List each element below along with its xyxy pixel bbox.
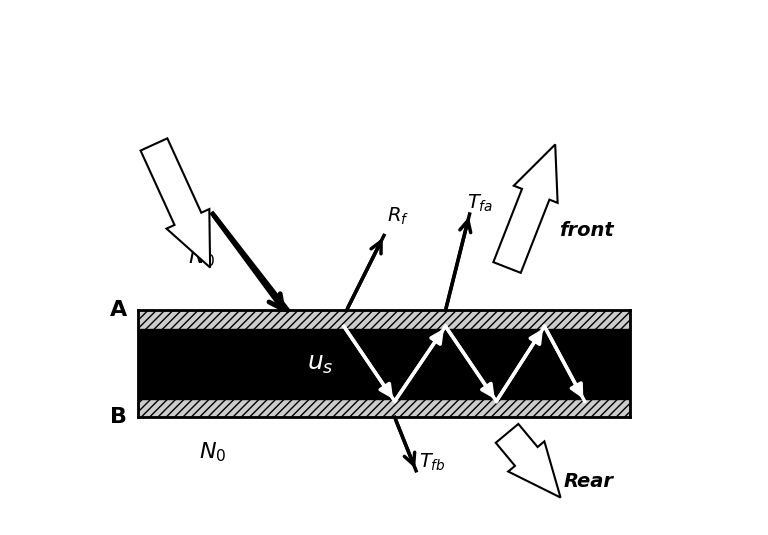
Polygon shape [141,139,210,268]
Text: $R_f$: $R_f$ [386,206,409,227]
Polygon shape [496,424,561,498]
Polygon shape [493,144,558,273]
Bar [138,310,630,329]
Bar [138,399,630,417]
Text: B: B [110,407,127,427]
Bar [138,329,630,399]
Text: $N_0$: $N_0$ [188,245,216,269]
Text: $T_{fb}$: $T_{fb}$ [419,452,445,473]
Text: $u_s$: $u_s$ [306,352,333,376]
Text: A: A [110,300,127,320]
Text: front: front [559,220,614,240]
Text: Rear: Rear [564,472,614,491]
Text: $T_{fa}$: $T_{fa}$ [467,193,493,214]
Text: $N_0$: $N_0$ [199,440,227,464]
